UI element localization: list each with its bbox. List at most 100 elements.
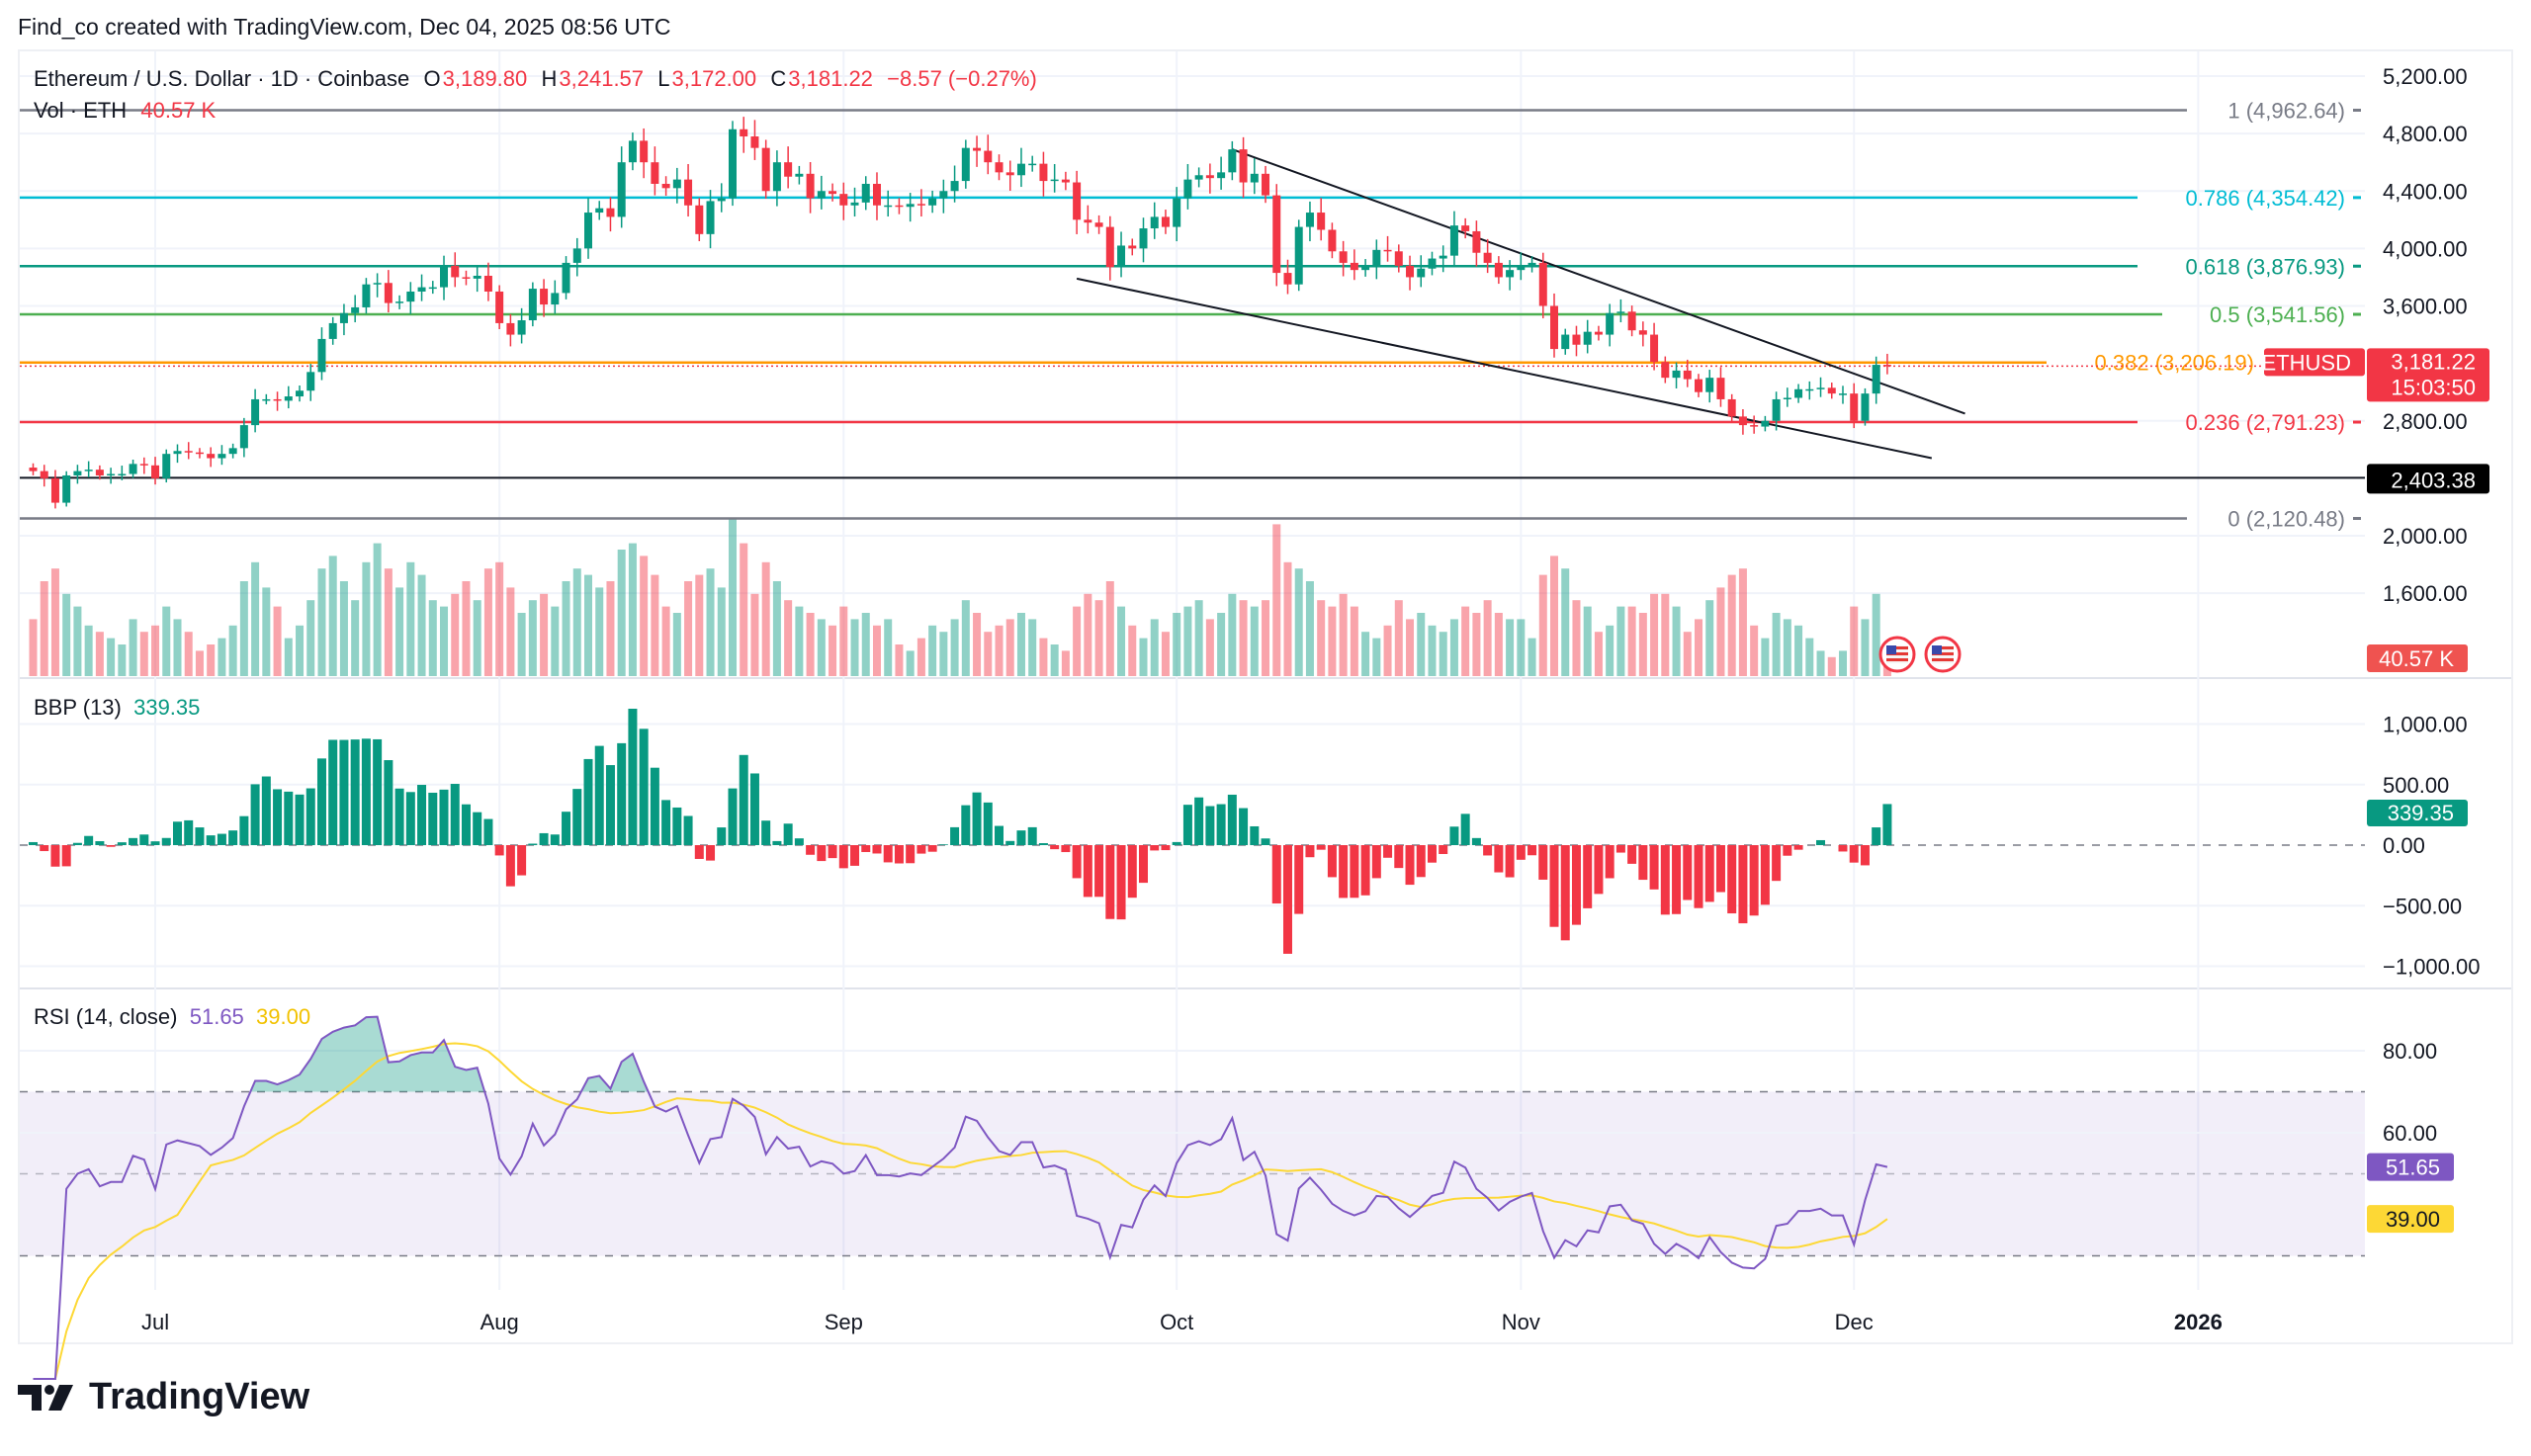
- candle-body: [1194, 175, 1203, 180]
- candle-body: [195, 452, 204, 455]
- bbp-bar: [29, 841, 38, 845]
- bbp-bar: [916, 845, 926, 854]
- bbp-bar: [539, 832, 549, 845]
- flag-stripe: [1886, 646, 1908, 649]
- volume-bar: [73, 606, 82, 676]
- candle: [1861, 387, 1870, 426]
- volume-bar: [1383, 625, 1392, 676]
- candle: [195, 448, 204, 459]
- candle: [562, 256, 570, 300]
- candle-body: [173, 451, 182, 455]
- candle-body: [551, 293, 560, 305]
- rsi-badge-text: 51.65: [2386, 1156, 2440, 1180]
- bbp-bar: [1816, 839, 1826, 845]
- volume-label[interactable]: Vol · ETH: [34, 98, 128, 123]
- bbp-bar: [1549, 845, 1559, 927]
- volume-bar: [1572, 600, 1581, 676]
- candle: [872, 172, 881, 220]
- bbp-bar: [1704, 845, 1714, 902]
- bbp-bar: [129, 837, 138, 845]
- close-label: C: [770, 66, 787, 91]
- candle: [251, 388, 260, 433]
- candle-body: [306, 372, 315, 391]
- bbp-bar: [872, 845, 882, 854]
- candle-body: [740, 128, 748, 137]
- rsi-legend[interactable]: RSI (14, close) 51.65 39.00: [34, 1004, 310, 1030]
- candle: [1727, 393, 1736, 422]
- volume-bar: [1627, 606, 1636, 676]
- candle: [1183, 164, 1192, 210]
- candle: [750, 120, 759, 160]
- bbp-axis-label: −500.00: [2383, 894, 2462, 918]
- bbp-bar: [717, 827, 727, 845]
- symbol-badge-bg: [2264, 348, 2365, 377]
- bbp-bar: [1294, 845, 1304, 914]
- candle-body: [1827, 387, 1836, 394]
- volume-bar: [1850, 606, 1859, 676]
- candle: [1428, 251, 1437, 276]
- volume-bar: [950, 619, 959, 676]
- candle-body: [1161, 216, 1170, 227]
- candle: [239, 417, 248, 458]
- bbp-legend[interactable]: BBP (13) 339.35: [34, 695, 200, 721]
- volume-bar: [1084, 593, 1092, 676]
- volume-bar: [1361, 632, 1370, 676]
- hline-price-badge: 2,403.38: [2367, 464, 2489, 494]
- brand-name: TradingView: [89, 1376, 310, 1417]
- bbp-bar: [1394, 845, 1404, 869]
- candle-body: [884, 205, 893, 208]
- bbp-label: BBP (13): [34, 695, 122, 720]
- volume-bar: [228, 625, 237, 676]
- candle-body: [440, 265, 449, 288]
- rsi-ma-badge: 39.00: [2367, 1205, 2454, 1234]
- tradingview-logo[interactable]: TradingView: [18, 1376, 309, 1418]
- flag-canton: [1932, 645, 1942, 654]
- candle-body: [395, 301, 404, 303]
- price-axis-label: 5,200.00: [2383, 64, 2468, 89]
- candle: [628, 132, 637, 171]
- bbp-bar: [517, 845, 527, 876]
- volume-bar: [1194, 600, 1203, 676]
- fib-level-label: 0.618 (3,876.93): [2186, 254, 2345, 279]
- candle-body: [1350, 262, 1358, 271]
- candle: [517, 307, 526, 344]
- candle: [384, 270, 393, 313]
- bbp-bar: [417, 785, 427, 845]
- volume-bar: [1283, 561, 1292, 676]
- candle-body: [706, 201, 715, 234]
- volume-bar: [362, 561, 371, 676]
- bbp-bar: [1139, 845, 1148, 884]
- low-value: 3,172.00: [671, 66, 757, 91]
- volume-bar: [483, 568, 492, 676]
- candle: [906, 193, 915, 222]
- candle-body: [339, 312, 348, 323]
- rsi-value: 51.65: [189, 1004, 244, 1029]
- candle: [950, 165, 959, 203]
- bbp-bar: [706, 845, 716, 861]
- symbol-badge-text: ETHUSD: [2262, 350, 2351, 375]
- candle-body: [1705, 378, 1714, 392]
- candle: [1305, 201, 1314, 242]
- volume-bar: [306, 600, 315, 676]
- candle-body: [1695, 379, 1702, 392]
- volume-bar: [1727, 574, 1736, 676]
- candle-body: [506, 322, 515, 335]
- candle-body: [1805, 388, 1814, 391]
- candle: [1262, 165, 1270, 204]
- volume-bar: [806, 613, 815, 676]
- bbp-bar: [405, 792, 415, 845]
- symbol-title[interactable]: Ethereum / U.S. Dollar · 1D · Coinbase: [34, 66, 410, 91]
- candle-body: [1606, 312, 1615, 335]
- candle: [451, 252, 460, 288]
- bbp-bar: [1516, 845, 1526, 860]
- volume-bar: [451, 593, 460, 676]
- volume-bar: [1705, 600, 1714, 676]
- price-axis-label: 2,800.00: [2383, 409, 2468, 434]
- volume-bar: [1205, 619, 1214, 676]
- candle: [839, 182, 848, 220]
- volume-bar: [1561, 568, 1570, 676]
- volume-bar: [1139, 638, 1148, 676]
- volume-bar: [1239, 600, 1248, 676]
- flag-stripe: [1932, 646, 1954, 649]
